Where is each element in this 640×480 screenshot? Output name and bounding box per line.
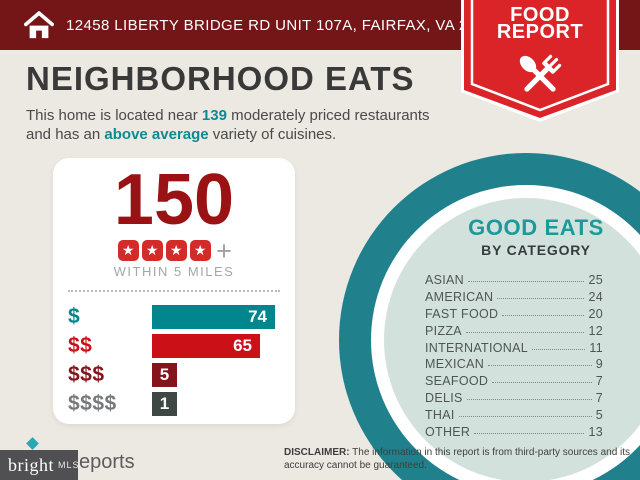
disclaimer-text: The information in this report is from t… [284, 447, 631, 472]
category-row: FAST FOOD 20 [425, 307, 603, 324]
page-subtitle: This home is located near 139 moderately… [26, 106, 458, 144]
category-row: THAI 5 [425, 408, 603, 425]
category-row: ASIAN 25 [425, 273, 603, 290]
category-row: SEAFOOD 7 [425, 374, 603, 391]
category-row: AMERICAN 24 [425, 290, 603, 307]
logo-diamond-icon [26, 437, 39, 450]
reports-logo-text: eports [79, 451, 135, 473]
dotted-leader [474, 433, 585, 435]
category-value: 13 [588, 425, 603, 440]
dotted-leader [468, 281, 585, 282]
badge-line1: FOOD [510, 4, 570, 26]
subtitle-text: variety of cuisines. [208, 126, 337, 144]
category-value: 25 [588, 273, 603, 287]
category-value: 9 [595, 357, 603, 372]
star-icon: ★ [117, 240, 139, 261]
category-row: MEXICAN 9 [425, 357, 603, 374]
dotted-leader [497, 297, 585, 299]
category-label: AMERICAN [425, 289, 494, 304]
restaurant-count-highlight: 139 [201, 107, 227, 124]
badge-title: FOOD REPORT [461, 4, 619, 43]
good-eats-title: GOOD EATS [468, 215, 604, 240]
bar-value: 65 [233, 336, 252, 355]
bar-value: 5 [159, 365, 170, 384]
category-value: 7 [595, 374, 603, 389]
bar-row: $$$ 5 [68, 363, 295, 387]
good-eats-subtitle: BY CATEGORY [481, 242, 591, 258]
dotted-leader [466, 399, 592, 401]
food-report-badge: FOOD REPORT [461, 0, 619, 124]
category-value: 7 [595, 391, 603, 406]
category-label: ASIAN [425, 273, 465, 287]
price-tier-bar: 74 [152, 305, 275, 329]
disclaimer: DISCLAIMER: The information in this repo… [284, 446, 632, 472]
bar-row: $74 [68, 305, 295, 329]
disclaimer-label: DISCLAIMER: [284, 447, 350, 458]
bar-row: $$ 65 [68, 334, 295, 358]
price-tier-label: $$ [68, 334, 93, 357]
category-list: ASIAN 25 AMERICAN 24 FAST FOOD 20 PIZZA 12 INTER… [425, 273, 603, 442]
star-icon: ★ [165, 240, 187, 261]
bar-value: 74 [248, 307, 267, 326]
price-tier-label: $$$ [68, 363, 105, 386]
star-icon: ★ [189, 240, 211, 261]
radius-label: WITHIN 5 MILES [113, 264, 235, 279]
price-tier-bar: 5 [152, 363, 177, 387]
dotted-leader [492, 382, 592, 384]
category-label: OTHER [425, 425, 471, 440]
restaurant-summary-card: 150 ★ ★ ★ ★ + WITHIN 5 MILES $74 $$ 65 $$$ 5 $$$$… [53, 158, 295, 424]
category-value: 11 [589, 340, 603, 355]
star-icon: ★ [141, 240, 163, 261]
price-tier-bar: 1 [152, 392, 177, 416]
subtitle-text: This home is located near [26, 107, 202, 124]
dotted-divider [68, 290, 280, 292]
rating-stars: ★ ★ ★ ★ + [53, 235, 295, 266]
category-value: 20 [588, 306, 603, 321]
page-title: NEIGHBORHOOD EATS [26, 60, 415, 97]
category-row: INTERNATIONAL 11 [425, 341, 603, 358]
ribbon-shape [461, 0, 619, 122]
bar-value: 1 [159, 394, 170, 413]
home-icon [24, 11, 54, 39]
bar-row: $$$$ 1 [68, 392, 295, 416]
category-row: DELIS 7 [425, 391, 603, 408]
good-eats-header: GOOD EATS BY CATEGORY [436, 215, 636, 258]
price-tier-bar: 65 [152, 334, 260, 358]
variety-highlight: above average [104, 126, 209, 144]
category-label: FAST FOOD [425, 306, 499, 321]
price-tier-label: $ [68, 305, 81, 328]
category-row: PIZZA 12 [425, 324, 603, 341]
category-label: SEAFOOD [425, 374, 489, 389]
property-address: 12458 LIBERTY BRIDGE RD UNIT 107A, FAIRF… [66, 16, 503, 34]
category-value: 24 [588, 289, 603, 304]
dotted-leader [488, 365, 592, 367]
subtitle-text: moderately priced restaurants and has an [26, 107, 430, 144]
restaurant-count: 150 [113, 160, 235, 240]
price-bar-chart: $74 $$ 65 $$$ 5 $$$$ 1 [53, 305, 295, 416]
dotted-leader [465, 331, 585, 333]
category-label: MEXICAN [425, 357, 485, 372]
dotted-leader [531, 348, 586, 350]
category-label: THAI [425, 408, 455, 423]
good-eats-circle-inner [384, 198, 640, 480]
category-label: INTERNATIONAL [425, 340, 528, 355]
brightmls-watermark: bright MLS [0, 450, 80, 480]
watermark-brand: bright [8, 454, 54, 475]
badge-line2: REPORT [496, 21, 584, 43]
category-value: 12 [588, 323, 603, 338]
category-label: PIZZA [425, 323, 462, 338]
plus-sign: + [216, 235, 232, 266]
category-row: OTHER 13 [425, 425, 603, 442]
dotted-leader [502, 314, 585, 316]
category-label: DELIS [425, 391, 463, 406]
price-tier-label: $$$$ [68, 392, 117, 415]
dotted-leader [458, 416, 592, 418]
category-value: 5 [595, 408, 603, 423]
watermark-suffix: MLS [58, 460, 80, 470]
spoon-fork-icon [519, 54, 562, 92]
